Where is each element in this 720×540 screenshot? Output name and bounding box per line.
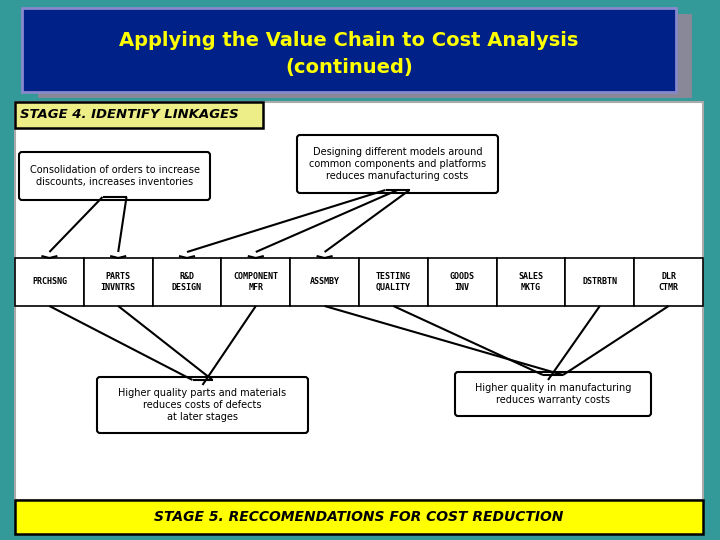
FancyBboxPatch shape	[455, 372, 651, 416]
FancyBboxPatch shape	[15, 102, 263, 128]
Text: PARTS
INVNTRS: PARTS INVNTRS	[101, 272, 135, 292]
Text: Consolidation of orders to increase
discounts, increases inventories: Consolidation of orders to increase disc…	[30, 165, 199, 187]
Text: Designing different models around
common components and platforms
reduces manufa: Designing different models around common…	[309, 147, 486, 180]
FancyBboxPatch shape	[297, 135, 498, 193]
FancyBboxPatch shape	[22, 8, 676, 92]
Text: TESTING
QUALITY: TESTING QUALITY	[376, 272, 411, 292]
FancyBboxPatch shape	[153, 258, 222, 306]
FancyBboxPatch shape	[15, 258, 84, 306]
FancyBboxPatch shape	[15, 102, 703, 500]
Text: Applying the Value Chain to Cost Analysis: Applying the Value Chain to Cost Analysi…	[120, 30, 579, 50]
FancyBboxPatch shape	[84, 258, 153, 306]
Text: SALES
MKTG: SALES MKTG	[518, 272, 544, 292]
Text: DSTRBTN: DSTRBTN	[582, 278, 617, 287]
Text: Higher quality parts and materials
reduces costs of defects
at later stages: Higher quality parts and materials reduc…	[118, 388, 287, 422]
Text: ASSMBY: ASSMBY	[310, 278, 340, 287]
FancyBboxPatch shape	[19, 152, 210, 200]
Text: STAGE 4. IDENTIFY LINKAGES: STAGE 4. IDENTIFY LINKAGES	[20, 109, 238, 122]
FancyBboxPatch shape	[97, 377, 308, 433]
FancyBboxPatch shape	[565, 258, 634, 306]
FancyBboxPatch shape	[497, 258, 565, 306]
Text: COMPONENT
MFR: COMPONENT MFR	[233, 272, 279, 292]
FancyBboxPatch shape	[634, 258, 703, 306]
FancyBboxPatch shape	[428, 258, 497, 306]
FancyBboxPatch shape	[290, 258, 359, 306]
FancyBboxPatch shape	[359, 258, 428, 306]
Text: Higher quality in manufacturing
reduces warranty costs: Higher quality in manufacturing reduces …	[474, 383, 631, 405]
Text: R&D
DESIGN: R&D DESIGN	[172, 272, 202, 292]
Text: STAGE 5. RECCOMENDATIONS FOR COST REDUCTION: STAGE 5. RECCOMENDATIONS FOR COST REDUCT…	[154, 510, 564, 524]
FancyBboxPatch shape	[222, 258, 290, 306]
Text: PRCHSNG: PRCHSNG	[32, 278, 67, 287]
Text: DLR
CTMR: DLR CTMR	[659, 272, 678, 292]
Text: (continued): (continued)	[285, 58, 413, 78]
Text: GOODS
INV: GOODS INV	[450, 272, 474, 292]
FancyBboxPatch shape	[15, 500, 703, 534]
FancyBboxPatch shape	[38, 14, 692, 98]
